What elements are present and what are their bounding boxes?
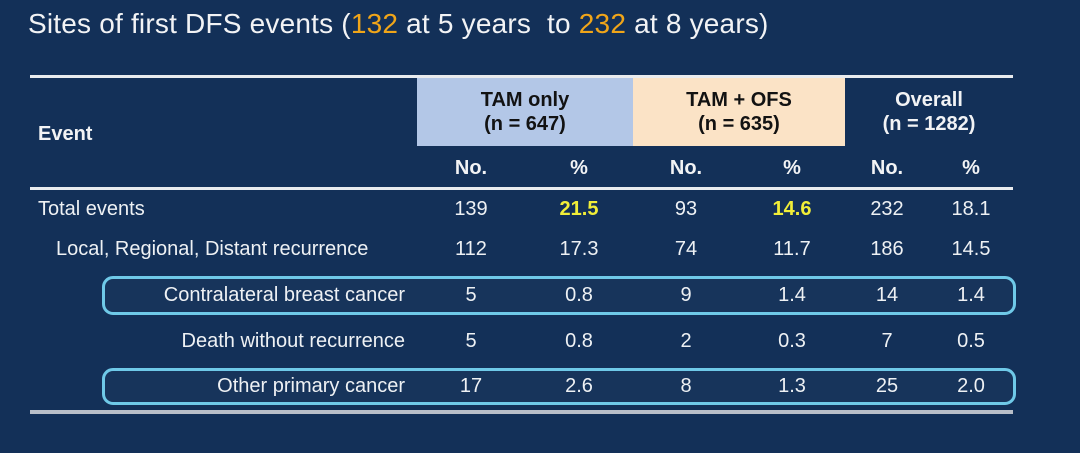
dfs-events-table: Event TAM only (n = 647) TAM + OFS (n = …	[30, 75, 1016, 414]
group-label: TAM + OFS	[686, 88, 792, 111]
table-row-recurrence: Local, Regional, Distant recurrence 112 …	[30, 228, 1013, 270]
group-n: (n = 635)	[698, 113, 780, 135]
col-header-overall-no: No.	[870, 156, 904, 179]
table-row-other-primary: Other primary cancer 17 2.6 8 1.3 25 2.0	[30, 362, 1016, 410]
value-cell-highlighted: 21.5	[559, 197, 599, 220]
title-highlight-132: 132	[350, 8, 399, 39]
value-cell: 8	[680, 374, 692, 397]
value-cell: 17.3	[559, 237, 599, 260]
group-n: (n = 647)	[484, 113, 566, 135]
group-n: (n = 1282)	[882, 113, 976, 135]
value-cell: 1.3	[778, 374, 806, 397]
title-text: Sites of first DFS events (	[28, 8, 351, 39]
value-cell: 5	[465, 329, 477, 352]
value-cell: 7	[881, 329, 893, 352]
value-cell: 2	[680, 329, 692, 352]
group-header-tam-ofs: TAM + OFS (n = 635)	[633, 78, 845, 146]
table-bottom-rule	[30, 410, 1013, 414]
value-cell: 18.1	[951, 197, 991, 220]
table-body: Total events 139 21.5 93 14.6 232 18.1 L…	[30, 190, 1016, 410]
value-cell: 232	[870, 197, 904, 220]
group-header-overall: Overall (n = 1282)	[845, 78, 1013, 146]
value-cell: 5	[465, 283, 477, 306]
value-cell: 186	[870, 237, 904, 260]
table-header: Event TAM only (n = 647) TAM + OFS (n = …	[30, 78, 1013, 190]
table-row-contralateral: Contralateral breast cancer 5 0.8 9 1.4 …	[30, 270, 1016, 320]
value-cell: 0.8	[565, 329, 593, 352]
value-cell: 112	[455, 237, 487, 260]
row-label: Death without recurrence	[181, 329, 405, 352]
title-highlight-232: 232	[578, 8, 627, 39]
value-cell: 0.3	[778, 329, 806, 352]
value-cell: 2.6	[565, 374, 593, 397]
value-cell: 139	[454, 197, 488, 220]
value-cell: 0.5	[957, 329, 985, 352]
row-label: Local, Regional, Distant recurrence	[56, 237, 369, 260]
value-cell: 1.4	[957, 283, 985, 306]
table-row-total-events: Total events 139 21.5 93 14.6 232 18.1	[30, 190, 1013, 228]
value-cell: 11.7	[773, 237, 811, 260]
title-text: at 8 years)	[626, 8, 769, 39]
group-header-row: TAM only (n = 647) TAM + OFS (n = 635) O…	[30, 78, 1013, 146]
title-text: at 5 years to	[398, 8, 579, 39]
table-row-death: Death without recurrence 5 0.8 2 0.3 7 0…	[30, 320, 1013, 362]
row-label: Total events	[38, 197, 145, 220]
subheader-row: No. % No. % No. %	[30, 146, 1013, 190]
event-column-header: Event	[38, 122, 93, 145]
value-cell: 14	[875, 283, 899, 306]
col-header-overall-pct: %	[962, 156, 980, 179]
slide-title: Sites of first DFS events (132 at 5 year…	[28, 8, 769, 40]
value-cell: 9	[680, 283, 692, 306]
value-cell: 25	[875, 374, 899, 397]
value-cell: 1.4	[778, 283, 806, 306]
value-cell: 93	[674, 197, 698, 220]
value-cell: 17	[459, 374, 483, 397]
col-header-ofs-no: No.	[669, 156, 703, 179]
col-header-tam-pct: %	[570, 156, 588, 179]
value-cell-highlighted: 14.6	[772, 197, 812, 220]
group-header-tam-only: TAM only (n = 647)	[417, 78, 633, 146]
row-label: Other primary cancer	[217, 374, 405, 397]
group-label: TAM only	[480, 88, 570, 111]
value-cell: 74	[674, 237, 698, 260]
value-cell: 2.0	[957, 374, 985, 397]
col-header-tam-no: No.	[454, 156, 488, 179]
value-cell: 14.5	[951, 237, 991, 260]
group-label: Overall	[895, 88, 963, 111]
row-label: Contralateral breast cancer	[163, 283, 405, 306]
value-cell: 0.8	[565, 283, 593, 306]
col-header-ofs-pct: %	[783, 156, 801, 179]
